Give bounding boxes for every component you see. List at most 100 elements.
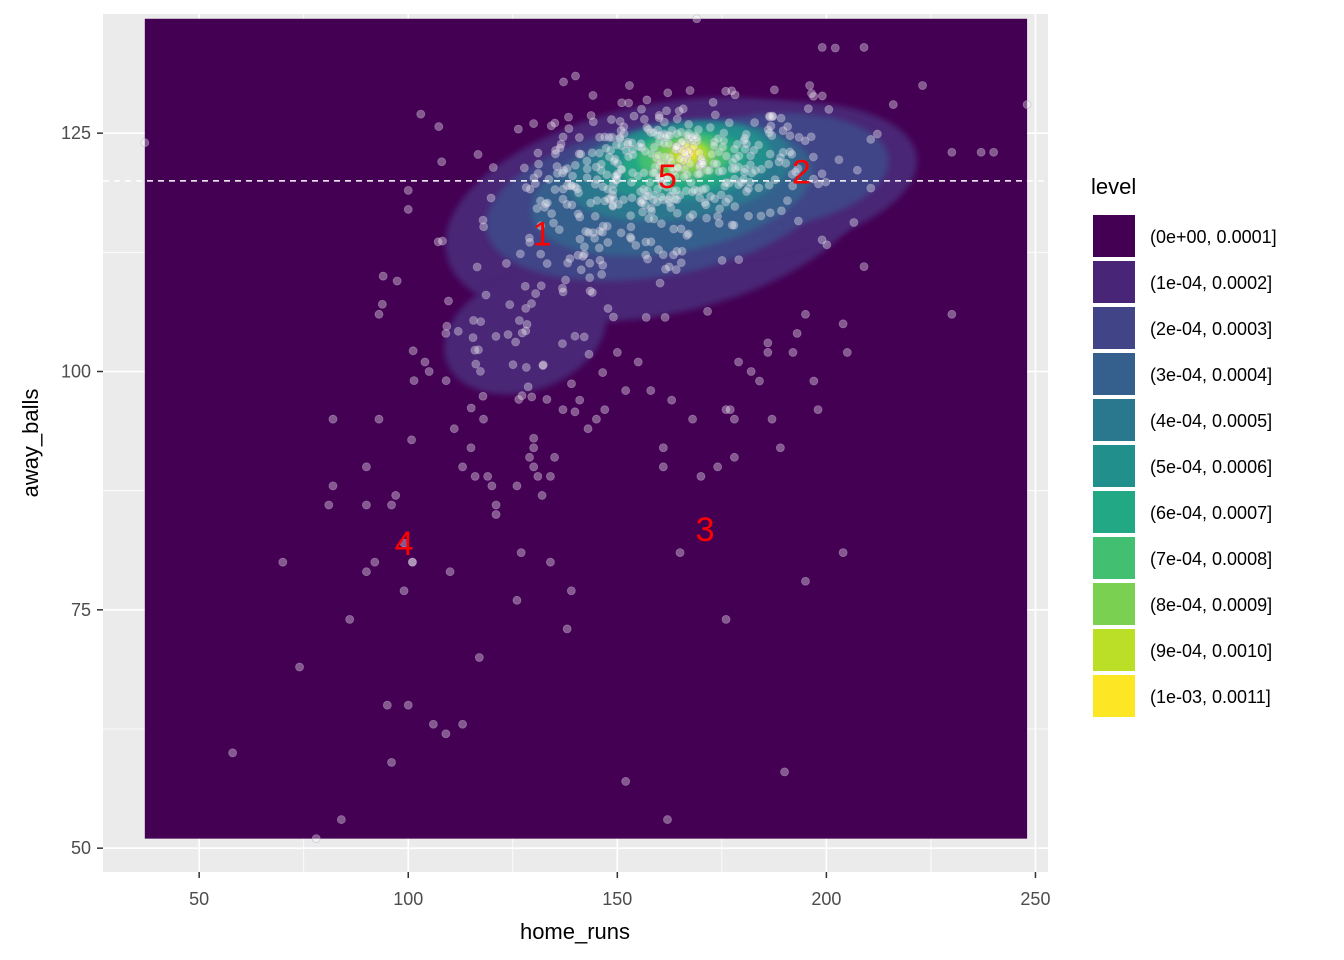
data-point: [642, 123, 652, 132]
data-point: [603, 304, 613, 313]
legend-key-label: (7e-04, 0.0008]: [1150, 549, 1272, 569]
data-point: [770, 175, 780, 185]
data-point: [781, 158, 791, 168]
data-point: [809, 376, 819, 386]
data-point: [529, 443, 539, 453]
data-point: [824, 105, 834, 114]
data-point: [551, 145, 560, 155]
data-point: [756, 211, 766, 221]
legend-key-swatch: [1091, 397, 1137, 443]
data-point: [672, 208, 682, 218]
legend-key-swatch: [1091, 305, 1137, 351]
data-point: [707, 149, 717, 159]
data-point: [627, 138, 637, 148]
data-point: [777, 206, 786, 216]
data-point: [488, 163, 498, 172]
legend-key-label: (5e-04, 0.0006]: [1150, 457, 1272, 477]
data-point: [607, 115, 616, 124]
data-point: [788, 181, 798, 191]
data-point: [511, 337, 521, 347]
data-point: [387, 500, 396, 510]
data-point: [382, 700, 392, 710]
data-point: [661, 133, 671, 142]
data-point: [814, 179, 823, 189]
data-point: [441, 729, 451, 739]
data-point: [579, 250, 589, 259]
data-point: [408, 557, 417, 567]
data-point: [609, 312, 618, 322]
data-point: [774, 157, 784, 167]
data-point: [695, 193, 705, 203]
x-tick-label: 200: [811, 889, 841, 909]
data-point: [700, 198, 710, 208]
data-point: [278, 557, 288, 567]
data-point: [603, 238, 613, 247]
data-point: [718, 166, 727, 176]
data-point: [663, 815, 672, 824]
data-point: [434, 122, 444, 131]
data-point: [655, 172, 664, 182]
data-point: [822, 240, 832, 250]
data-point: [536, 249, 546, 259]
data-point: [370, 557, 380, 567]
data-point: [558, 339, 567, 349]
data-point: [628, 168, 637, 178]
data-point: [780, 767, 789, 777]
data-point: [558, 287, 568, 297]
data-point: [424, 367, 434, 376]
data-point: [729, 414, 739, 424]
data-point: [595, 132, 604, 142]
data-point: [947, 309, 957, 319]
data-point: [437, 157, 447, 167]
data-point: [590, 179, 600, 189]
data-point: [592, 175, 602, 185]
data-point: [639, 168, 649, 178]
data-point: [734, 255, 744, 265]
data-point: [712, 159, 722, 169]
data-point: [698, 160, 708, 169]
data-point: [686, 178, 696, 187]
data-point: [374, 309, 384, 319]
data-point: [653, 184, 663, 194]
data-point: [536, 281, 546, 291]
data-point: [675, 548, 685, 558]
data-point: [597, 269, 607, 279]
data-point: [654, 137, 664, 147]
y-axis-title: away_balls: [18, 389, 43, 498]
data-point: [730, 90, 740, 100]
data-point: [536, 196, 545, 206]
data-point: [527, 392, 537, 402]
data-point: [399, 538, 409, 548]
data-point: [554, 225, 564, 235]
data-point: [442, 321, 452, 331]
data-point: [754, 183, 764, 193]
data-point: [673, 163, 683, 172]
data-point: [531, 289, 541, 298]
data-point: [575, 395, 585, 405]
data-point: [600, 196, 610, 206]
data-point: [888, 100, 898, 109]
data-point: [713, 462, 723, 472]
data-point: [472, 262, 482, 272]
data-point: [721, 197, 731, 207]
data-point: [598, 368, 608, 377]
data-point: [649, 142, 659, 152]
data-point: [558, 132, 568, 142]
data-point: [621, 777, 631, 786]
data-point: [546, 471, 555, 481]
data-point: [515, 249, 525, 259]
data-point: [595, 255, 605, 265]
data-point: [672, 142, 682, 151]
data-point: [627, 177, 636, 187]
data-point: [817, 169, 827, 179]
data-point: [328, 481, 338, 491]
data-point: [602, 221, 612, 231]
annotation-label: 1: [533, 215, 552, 253]
data-point: [641, 250, 651, 260]
data-point: [662, 106, 671, 116]
data-point: [672, 114, 682, 124]
annotation-label: 3: [696, 511, 715, 549]
data-point: [558, 184, 568, 194]
data-point: [809, 91, 818, 101]
data-point: [803, 104, 813, 114]
